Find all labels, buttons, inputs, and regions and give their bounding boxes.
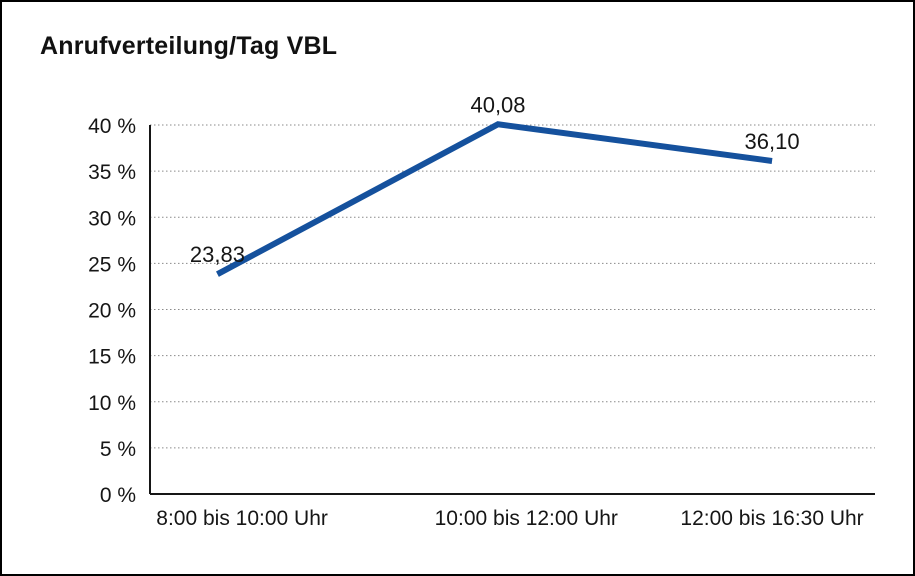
y-tick-label: 20 % xyxy=(88,300,136,323)
y-tick-label: 35 % xyxy=(88,161,136,184)
data-value-label: 23,83 xyxy=(190,242,245,267)
data-series-line xyxy=(216,121,773,277)
y-tick-label: 5 % xyxy=(100,438,136,461)
y-tick-label: 40 % xyxy=(88,115,136,138)
y-tick-label: 30 % xyxy=(88,207,136,230)
x-tick-label: 10:00 bis 12:00 Uhr xyxy=(435,507,618,530)
y-tick-label: 15 % xyxy=(88,346,136,369)
x-tick-label: 8:00 bis 10:00 Uhr xyxy=(156,507,328,530)
y-tick-label: 25 % xyxy=(88,253,136,276)
data-value-label: 40,08 xyxy=(470,92,525,117)
y-tick-label: 10 % xyxy=(88,392,136,415)
data-value-label: 36,10 xyxy=(745,129,800,154)
x-tick-label: 12:00 bis 16:30 Uhr xyxy=(680,507,863,530)
y-tick-label: 0 % xyxy=(100,484,136,507)
chart-title: Anrufverteilung/Tag VBL xyxy=(40,32,338,60)
